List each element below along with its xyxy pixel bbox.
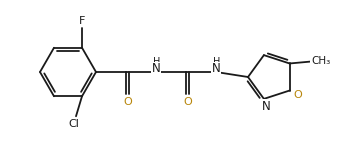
Text: O: O xyxy=(293,89,302,99)
Text: Cl: Cl xyxy=(69,119,80,129)
Text: H: H xyxy=(213,57,221,67)
Text: O: O xyxy=(183,97,192,107)
Text: H: H xyxy=(153,57,161,67)
Text: N: N xyxy=(152,62,161,76)
Text: CH₃: CH₃ xyxy=(311,57,330,66)
Text: O: O xyxy=(123,97,132,107)
Text: N: N xyxy=(212,62,220,76)
Text: F: F xyxy=(79,16,85,26)
Text: N: N xyxy=(262,100,270,113)
